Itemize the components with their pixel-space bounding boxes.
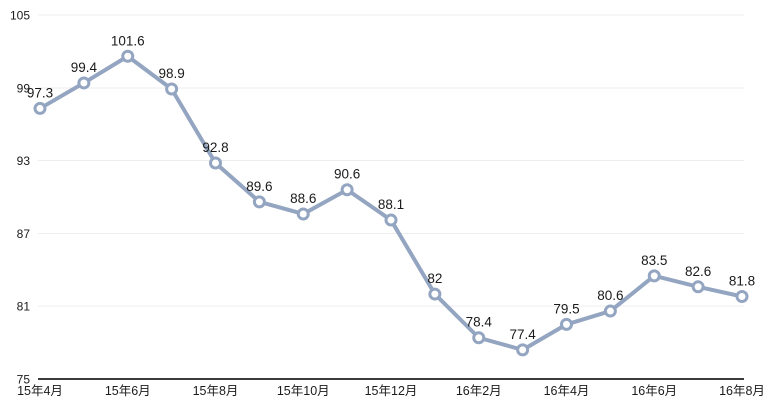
y-axis-tick-label: 93 (17, 154, 31, 168)
data-point-label: 97.3 (27, 85, 53, 100)
data-point-label: 83.5 (641, 253, 667, 268)
data-point-label: 92.8 (202, 140, 228, 155)
data-point-marker (340, 183, 354, 197)
data-point-label: 82 (427, 271, 442, 286)
data-point-marker (603, 304, 617, 318)
data-point-marker (560, 317, 573, 331)
data-point-marker (384, 213, 398, 227)
data-point-marker (121, 49, 135, 63)
data-point-marker (252, 195, 266, 209)
data-point-marker (516, 343, 530, 357)
data-point-marker (472, 331, 486, 345)
x-axis-tick-label: 15年6月 (105, 384, 151, 398)
x-axis-tick-label: 16年2月 (456, 384, 502, 398)
data-point-label: 88.1 (378, 197, 404, 212)
x-axis-tick-label: 15年12月 (365, 384, 418, 398)
data-point-label: 82.6 (685, 264, 711, 279)
data-point-label: 77.4 (509, 327, 536, 342)
data-point-label: 79.5 (553, 301, 579, 316)
y-axis-tick-label: 87 (17, 227, 31, 241)
data-point-label: 78.4 (466, 315, 493, 330)
data-point-label: 90.6 (334, 167, 360, 182)
x-axis-tick-label: 16年8月 (719, 384, 765, 398)
y-axis-tick-label: 75 (17, 373, 31, 387)
data-point-label: 98.9 (158, 66, 184, 81)
data-point-label: 89.6 (246, 179, 272, 194)
y-axis-tick-label: 81 (17, 300, 31, 314)
data-point-label: 80.6 (597, 288, 623, 303)
x-axis-tick-label: 16年6月 (631, 384, 677, 398)
y-axis-tick-label: 99 (17, 81, 31, 95)
data-point-label: 81.8 (729, 273, 755, 288)
x-axis-tick-label: 15年8月 (193, 384, 239, 398)
data-point-marker (647, 269, 661, 283)
data-point-marker (296, 207, 310, 221)
data-point-marker (209, 156, 222, 170)
y-axis-tick-label: 105 (10, 9, 30, 23)
data-point-marker (165, 82, 179, 96)
data-point-marker (691, 280, 705, 294)
x-axis-tick-label: 15年4月 (17, 384, 63, 398)
data-point-label: 101.6 (111, 33, 145, 48)
data-point-marker (735, 289, 749, 303)
x-axis-tick-label: 15年10月 (277, 384, 330, 398)
data-point-label: 88.6 (290, 191, 316, 206)
data-point-marker (428, 287, 442, 301)
x-axis-tick-label: 16年4月 (544, 384, 590, 398)
data-point-marker (33, 101, 47, 115)
data-point-marker (77, 76, 91, 90)
data-point-label: 99.4 (71, 60, 98, 75)
